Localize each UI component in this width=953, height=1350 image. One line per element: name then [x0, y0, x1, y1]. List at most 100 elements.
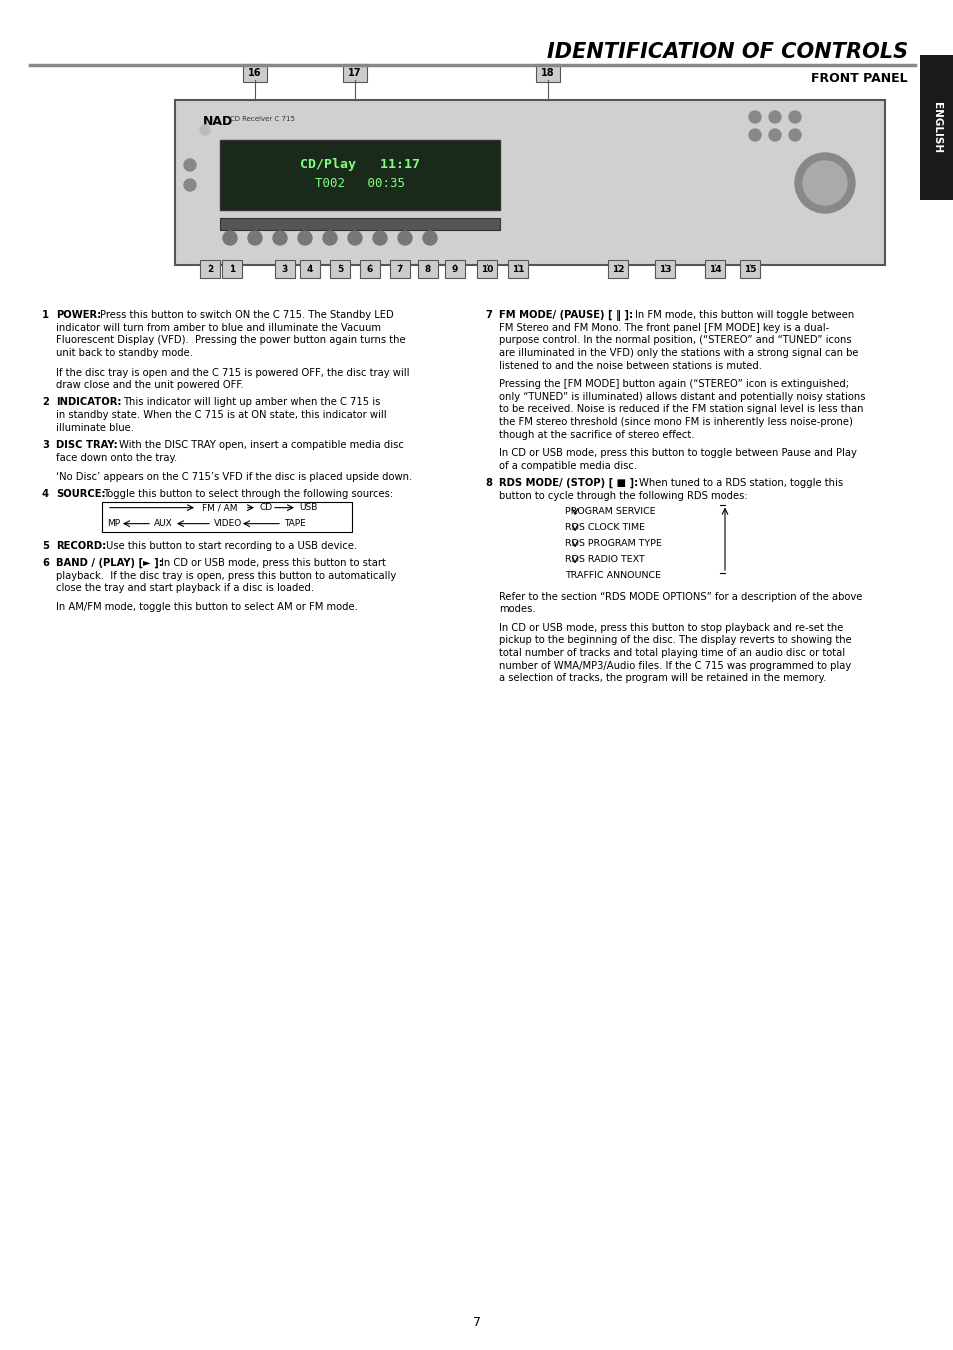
Bar — [274, 261, 294, 278]
Text: This indicator will light up amber when the C 715 is: This indicator will light up amber when … — [123, 397, 380, 408]
Text: 11: 11 — [511, 265, 524, 274]
Circle shape — [184, 180, 195, 190]
Text: POWER:: POWER: — [56, 310, 101, 320]
Text: 7: 7 — [484, 310, 492, 320]
Text: 3: 3 — [42, 440, 49, 450]
Circle shape — [422, 231, 436, 244]
Text: face down onto the tray.: face down onto the tray. — [56, 452, 177, 463]
Circle shape — [248, 231, 262, 244]
Circle shape — [223, 231, 236, 244]
Text: USB: USB — [298, 504, 317, 512]
Text: 3: 3 — [281, 265, 288, 274]
Text: of a compatible media disc.: of a compatible media disc. — [498, 460, 637, 471]
Text: FM Stereo and FM Mono. The front panel [FM MODE] key is a dual-: FM Stereo and FM Mono. The front panel [… — [498, 323, 828, 332]
Circle shape — [788, 130, 801, 140]
Text: In CD or USB mode, press this button to stop playback and re-set the: In CD or USB mode, press this button to … — [498, 622, 842, 633]
Text: RDS MODE/ (STOP) [ ■ ]:: RDS MODE/ (STOP) [ ■ ]: — [498, 478, 638, 489]
Text: In AM/FM mode, toggle this button to select AM or FM mode.: In AM/FM mode, toggle this button to sel… — [56, 602, 357, 612]
Text: 17: 17 — [348, 68, 361, 78]
Text: though at the sacrifice of stereo effect.: though at the sacrifice of stereo effect… — [498, 429, 694, 440]
Text: purpose control. In the normal position, (“STEREO” and “TUNED” icons: purpose control. In the normal position,… — [498, 335, 851, 346]
Text: 12: 12 — [611, 265, 623, 274]
Text: RDS RADIO TEXT: RDS RADIO TEXT — [564, 555, 644, 564]
Circle shape — [768, 111, 781, 123]
Text: a selection of tracks, the program will be retained in the memory.: a selection of tracks, the program will … — [498, 674, 825, 683]
Bar — [704, 261, 724, 278]
Text: VIDEO: VIDEO — [213, 520, 242, 528]
Text: 16: 16 — [248, 68, 261, 78]
Text: T002   00:35: T002 00:35 — [314, 177, 405, 190]
Circle shape — [794, 153, 854, 213]
Circle shape — [397, 231, 412, 244]
Text: Pressing the [FM MODE] button again (“STEREO” icon is extinguished;: Pressing the [FM MODE] button again (“ST… — [498, 379, 848, 389]
Text: close the tray and start playback if a disc is loaded.: close the tray and start playback if a d… — [56, 583, 314, 594]
Bar — [740, 261, 760, 278]
Bar — [222, 261, 242, 278]
Text: CD Receiver C 715: CD Receiver C 715 — [230, 116, 294, 122]
Text: AUX: AUX — [153, 520, 172, 528]
Text: CD: CD — [260, 504, 273, 512]
Text: MP: MP — [107, 520, 120, 528]
Bar — [343, 63, 367, 82]
Text: total number of tracks and total playing time of an audio disc or total: total number of tracks and total playing… — [498, 648, 844, 657]
Bar — [220, 217, 499, 230]
Text: 4: 4 — [42, 490, 49, 500]
Text: Press this button to switch ON the C 715. The Standby LED: Press this button to switch ON the C 715… — [100, 310, 394, 320]
Bar — [200, 261, 220, 278]
Bar — [607, 261, 627, 278]
Text: draw close and the unit powered OFF.: draw close and the unit powered OFF. — [56, 381, 244, 390]
Text: SOURCE:: SOURCE: — [56, 490, 106, 500]
Text: ENGLISH: ENGLISH — [931, 103, 941, 154]
Text: to be received. Noise is reduced if the FM station signal level is less than: to be received. Noise is reduced if the … — [498, 404, 862, 414]
Text: FRONT PANEL: FRONT PANEL — [810, 72, 907, 85]
Text: illuminate blue.: illuminate blue. — [56, 423, 133, 433]
Circle shape — [748, 130, 760, 140]
Text: the FM stereo threshold (since mono FM is inherently less noise-prone): the FM stereo threshold (since mono FM i… — [498, 417, 852, 427]
Text: 5: 5 — [42, 541, 49, 551]
Text: 6: 6 — [367, 265, 373, 274]
Text: If the disc tray is open and the C 715 is powered OFF, the disc tray will: If the disc tray is open and the C 715 i… — [56, 367, 409, 378]
Text: 1: 1 — [42, 310, 49, 320]
Bar — [390, 261, 410, 278]
Text: TAPE: TAPE — [284, 520, 305, 528]
Bar — [330, 261, 350, 278]
Bar — [417, 261, 437, 278]
Text: Toggle this button to select through the following sources:: Toggle this button to select through the… — [103, 490, 393, 500]
Circle shape — [373, 231, 387, 244]
Text: 7: 7 — [473, 1315, 480, 1328]
Circle shape — [348, 231, 361, 244]
Bar — [220, 140, 499, 211]
Circle shape — [788, 111, 801, 123]
Text: button to cycle through the following RDS modes:: button to cycle through the following RD… — [498, 490, 747, 501]
Text: FM MODE/ (PAUSE) [ ‖ ]:: FM MODE/ (PAUSE) [ ‖ ]: — [498, 310, 633, 321]
Text: RDS CLOCK TIME: RDS CLOCK TIME — [564, 522, 644, 532]
Text: INDICATOR:: INDICATOR: — [56, 397, 121, 408]
Text: Refer to the section “RDS MODE OPTIONS” for a description of the above: Refer to the section “RDS MODE OPTIONS” … — [498, 591, 862, 602]
Bar — [507, 261, 527, 278]
Bar — [655, 261, 675, 278]
Text: 15: 15 — [743, 265, 756, 274]
Text: RDS PROGRAM TYPE: RDS PROGRAM TYPE — [564, 539, 661, 548]
Circle shape — [802, 161, 846, 205]
Text: in standby state. When the C 715 is at ON state, this indicator will: in standby state. When the C 715 is at O… — [56, 410, 386, 420]
Text: 5: 5 — [336, 265, 343, 274]
Text: FM / AM: FM / AM — [202, 504, 237, 512]
Text: 8: 8 — [424, 265, 431, 274]
Text: PROGRAM SERVICE: PROGRAM SERVICE — [564, 506, 655, 516]
Text: 1: 1 — [229, 265, 234, 274]
Text: playback.  If the disc tray is open, press this button to automatically: playback. If the disc tray is open, pres… — [56, 571, 395, 580]
Text: 18: 18 — [540, 68, 555, 78]
Text: TRAFFIC ANNOUNCE: TRAFFIC ANNOUNCE — [564, 571, 660, 580]
Text: RECORD:: RECORD: — [56, 541, 106, 551]
Bar — [476, 261, 497, 278]
Text: 13: 13 — [659, 265, 671, 274]
Bar — [536, 63, 559, 82]
Circle shape — [748, 111, 760, 123]
Text: number of WMA/MP3/Audio files. If the C 715 was programmed to play: number of WMA/MP3/Audio files. If the C … — [498, 660, 850, 671]
Text: 7: 7 — [396, 265, 403, 274]
Bar — [174, 100, 884, 265]
Bar — [359, 261, 379, 278]
Text: 2: 2 — [207, 265, 213, 274]
Text: unit back to standby mode.: unit back to standby mode. — [56, 348, 193, 358]
Text: are illuminated in the VFD) only the stations with a strong signal can be: are illuminated in the VFD) only the sta… — [498, 348, 858, 358]
